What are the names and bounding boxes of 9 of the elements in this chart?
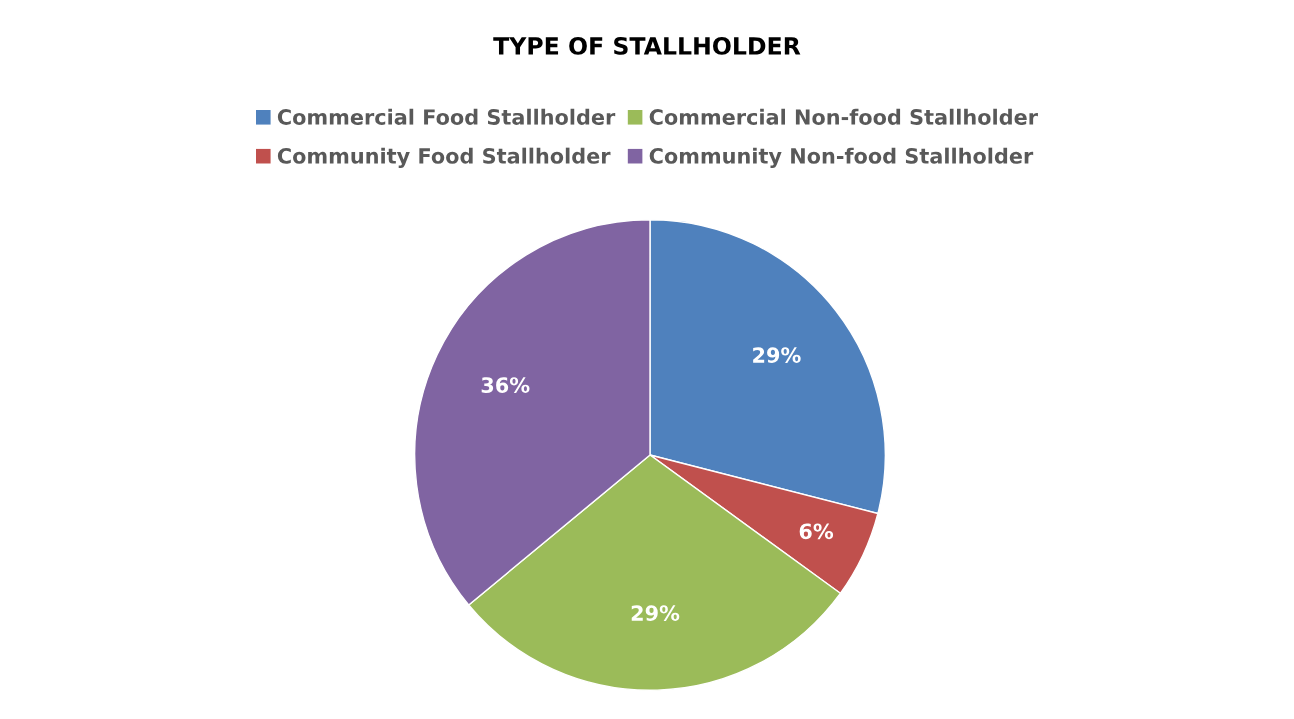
data-label: 29% [753, 347, 801, 363]
legend-label: Commercial Non-food Stallholder [649, 108, 1038, 125]
data-label: 29% [631, 605, 680, 621]
legend-label: Community Non-food Stallholder [649, 147, 1034, 168]
legend-label: Community Food Stallholder [277, 147, 611, 168]
chart-title: TYPE OF STALLHOLDER [493, 36, 801, 55]
legend-label: Commercial Food Stallholder [277, 108, 616, 125]
data-label: 36% [481, 377, 530, 393]
data-label: 6% [799, 523, 834, 540]
